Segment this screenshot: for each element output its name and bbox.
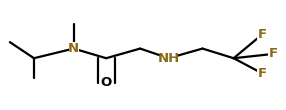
Text: NH: NH xyxy=(157,52,180,65)
Text: F: F xyxy=(257,67,267,80)
Text: O: O xyxy=(101,76,112,89)
Bar xyxy=(101,76,111,90)
Text: N: N xyxy=(68,42,79,55)
Bar xyxy=(161,51,176,65)
Bar xyxy=(257,28,267,42)
Text: F: F xyxy=(269,47,278,60)
Bar xyxy=(69,42,79,56)
Bar xyxy=(257,66,267,80)
Text: F: F xyxy=(257,28,267,41)
Bar xyxy=(268,47,278,61)
